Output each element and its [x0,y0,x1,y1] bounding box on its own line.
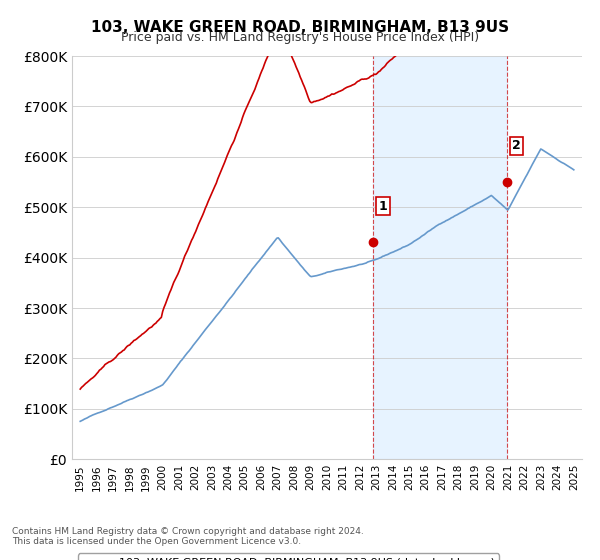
Text: Contains HM Land Registry data © Crown copyright and database right 2024.
This d: Contains HM Land Registry data © Crown c… [12,526,364,546]
Legend: 103, WAKE GREEN ROAD, BIRMINGHAM, B13 9US (detached house), HPI: Average price, : 103, WAKE GREEN ROAD, BIRMINGHAM, B13 9U… [77,553,499,560]
Text: 2: 2 [512,139,521,152]
Text: 103, WAKE GREEN ROAD, BIRMINGHAM, B13 9US: 103, WAKE GREEN ROAD, BIRMINGHAM, B13 9U… [91,20,509,35]
Text: Price paid vs. HM Land Registry's House Price Index (HPI): Price paid vs. HM Land Registry's House … [121,31,479,44]
Bar [373,56,508,459]
Text: 1: 1 [379,200,387,213]
